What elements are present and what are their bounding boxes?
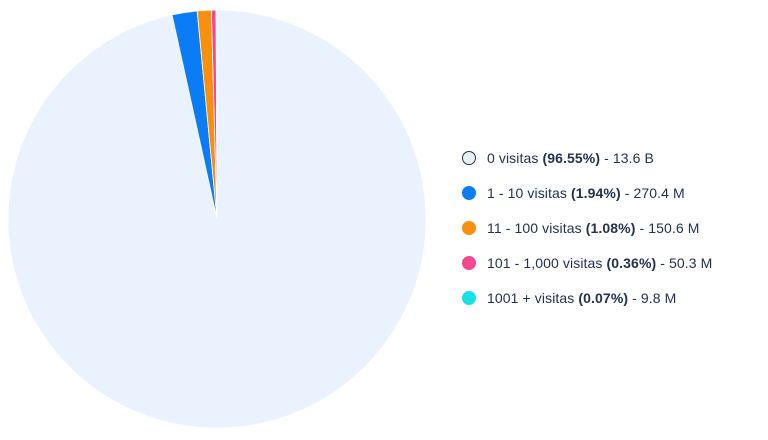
legend-label: 1 - 10 visitas (1.94%) - 270.4 M — [487, 184, 685, 201]
legend-label: 1001 + visitas (0.07%) - 9.8 M — [487, 289, 677, 306]
legend-swatch — [462, 185, 476, 200]
legend-swatch — [462, 150, 476, 165]
legend-item-0-visitas[interactable]: 0 visitas (96.55%) - 13.6 B — [462, 140, 712, 175]
legend-label: 11 - 100 visitas (1.08%) - 150.6 M — [487, 219, 700, 236]
legend-label: 101 - 1,000 visitas (0.36%) - 50.3 M — [487, 254, 713, 271]
legend-swatch — [462, 290, 476, 305]
legend-item-1001-plus-visitas[interactable]: 1001 + visitas (0.07%) - 9.8 M — [462, 280, 712, 315]
legend-swatch — [462, 220, 476, 235]
slice-1001-plus-visitas[interactable] — [215, 9, 218, 220]
legend-item-101-1000-visitas[interactable]: 101 - 1,000 visitas (0.36%) - 50.3 M — [462, 245, 712, 280]
legend-swatch — [462, 255, 476, 270]
legend-item-1-10-visitas[interactable]: 1 - 10 visitas (1.94%) - 270.4 M — [462, 175, 712, 210]
legend-item-11-100-visitas[interactable]: 11 - 100 visitas (1.08%) - 150.6 M — [462, 210, 712, 245]
chart-legend: 0 visitas (96.55%) - 13.6 B 1 - 10 visit… — [462, 140, 712, 315]
legend-label: 0 visitas (96.55%) - 13.6 B — [487, 149, 654, 166]
